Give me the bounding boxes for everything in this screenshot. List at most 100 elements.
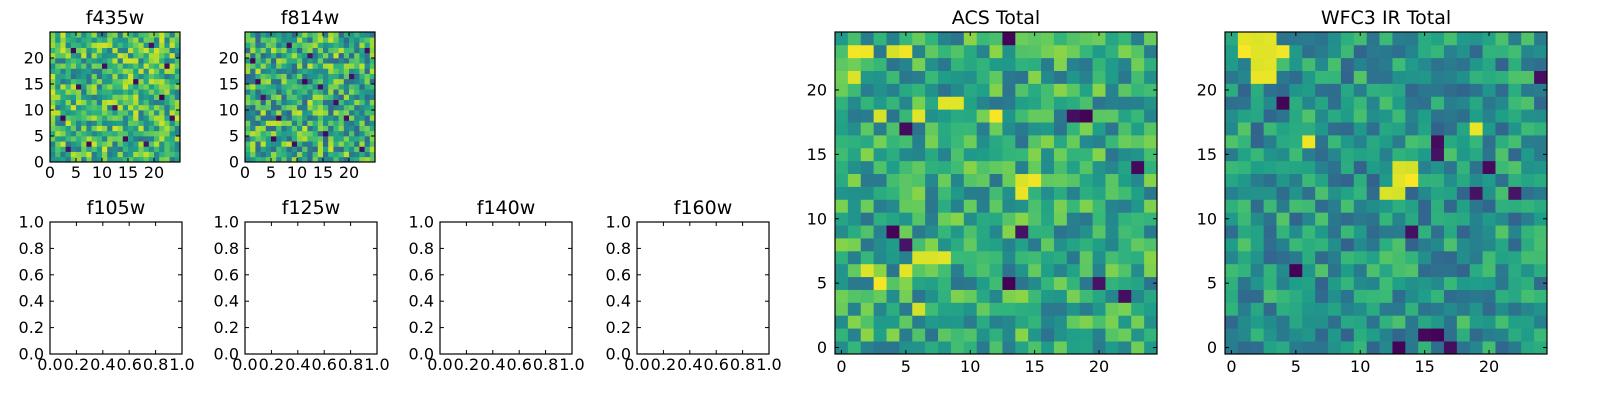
heatmap-cell [117, 47, 124, 54]
heatmap-cell [70, 115, 77, 121]
heatmap-cell [1079, 302, 1093, 316]
heatmap-cell [112, 125, 118, 132]
heatmap-cell [245, 84, 251, 90]
heatmap-cell [333, 120, 339, 126]
heatmap-cell [245, 99, 251, 106]
heatmap-cell [148, 120, 155, 126]
heatmap-cell [1521, 57, 1535, 71]
heatmap-cell [65, 120, 72, 126]
heatmap-cell [1276, 44, 1290, 59]
heatmap-cell [1508, 289, 1522, 303]
heatmap-cell [302, 73, 308, 80]
heatmap-cell [1041, 315, 1055, 329]
y-tick-label: 0.4 [19, 292, 44, 311]
heatmap-cell [317, 58, 324, 64]
heatmap-cell [138, 110, 144, 116]
heatmap-cell [81, 94, 87, 100]
heatmap-cell [1276, 173, 1290, 187]
heatmap-cell [1131, 250, 1145, 265]
heatmap-cell [148, 37, 155, 43]
heatmap-cell [60, 104, 66, 111]
heatmap-cell [1225, 83, 1239, 97]
heatmap-cell [96, 99, 103, 106]
heatmap-cell [925, 341, 939, 355]
heatmap-cell [1431, 315, 1445, 329]
heatmap-cell [963, 263, 978, 278]
heatmap-cell [250, 89, 256, 95]
heatmap-cell [1443, 173, 1458, 187]
heatmap-cell [925, 160, 939, 175]
x-tick-label: 0.4 [90, 355, 115, 374]
heatmap-cell [70, 78, 77, 85]
heatmap-cell [286, 89, 293, 95]
heatmap-cell [1237, 96, 1252, 110]
heatmap-cell [912, 250, 926, 265]
axes-frame [834, 31, 1158, 355]
heatmap-cell [369, 84, 376, 90]
heatmap-cell [1315, 83, 1329, 97]
heatmap-cell [989, 328, 1003, 342]
heatmap-cell [159, 84, 165, 90]
heatmap-cell [338, 78, 345, 85]
heatmap-cell [1028, 44, 1042, 59]
heatmap-cell [55, 125, 61, 132]
heatmap-cell [1002, 96, 1016, 110]
heatmap-cell [302, 52, 308, 59]
heatmap-cell [117, 125, 124, 132]
heatmap-cell [1263, 70, 1277, 84]
heatmap-cell [354, 156, 360, 163]
heatmap-cell [286, 141, 293, 147]
heatmap-cell [912, 263, 926, 278]
heatmap-cell [281, 52, 287, 59]
heatmap-cell [312, 125, 319, 132]
heatmap-cell [76, 104, 82, 111]
y-tick-label: 5 [1207, 274, 1217, 293]
heatmap-cell [359, 78, 365, 85]
heatmap-cell [1053, 263, 1068, 278]
heatmap-cell [835, 238, 849, 252]
heatmap-cell [1508, 70, 1522, 84]
heatmap-cell [1315, 276, 1329, 290]
heatmap-cell [359, 136, 365, 142]
heatmap-cell [1405, 238, 1419, 252]
heatmap-cell [950, 96, 965, 110]
heatmap-cell [65, 58, 72, 64]
heatmap-cell [1392, 341, 1406, 355]
heatmap-cell [1066, 173, 1081, 187]
heatmap-cell [86, 110, 92, 116]
heatmap-cell [112, 37, 118, 43]
heatmap-cell [297, 42, 303, 48]
heatmap-cell [1225, 109, 1239, 123]
heatmap-cell [912, 276, 926, 290]
heatmap-cell [159, 94, 165, 100]
heatmap-cell [912, 109, 926, 123]
heatmap-cell [159, 78, 165, 85]
heatmap-cell [1340, 276, 1355, 290]
heatmap-cell [291, 125, 298, 132]
heatmap-cell [86, 37, 92, 43]
heatmap-cell [1302, 173, 1316, 187]
heatmap-cell [60, 110, 66, 116]
heatmap-cell [1456, 32, 1471, 46]
heatmap-cell [102, 146, 108, 152]
heatmap-cell [1482, 109, 1496, 123]
heatmap-cell [1418, 160, 1432, 175]
heatmap-cell [1237, 225, 1252, 239]
heatmap-cell [1521, 212, 1535, 226]
heatmap-cell [860, 199, 874, 213]
heatmap-cell [338, 68, 345, 74]
heatmap-cell [912, 173, 926, 187]
heatmap-cell [1379, 199, 1393, 213]
heatmap-cell [1263, 160, 1277, 175]
heatmap-cell [96, 84, 103, 90]
heatmap-cell [76, 47, 82, 54]
heatmap-cell [317, 89, 324, 95]
heatmap-cell [1041, 173, 1055, 187]
heatmap-cell [317, 115, 324, 121]
heatmap-cell [148, 58, 155, 64]
heatmap-cell [312, 32, 319, 38]
heatmap-cell [1041, 225, 1055, 239]
heatmap-cell [255, 120, 261, 126]
heatmap-cell [1250, 96, 1264, 110]
